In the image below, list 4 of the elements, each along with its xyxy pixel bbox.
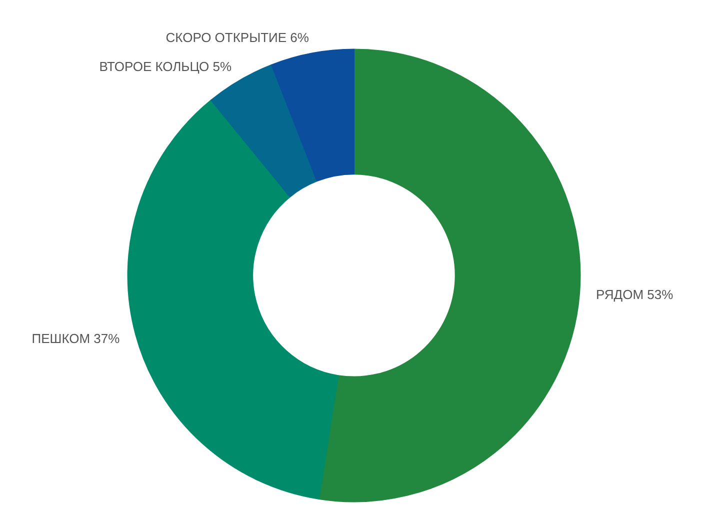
slice-label: РЯДОМ 53%	[596, 286, 674, 302]
slice-label: СКОРО ОТКРЫТИЕ 6%	[166, 30, 310, 46]
slice-label: ПЕШКОМ 37%	[32, 331, 120, 346]
slice-label: ВТОРОЕ КОЛЬЦО 5%	[99, 58, 232, 74]
